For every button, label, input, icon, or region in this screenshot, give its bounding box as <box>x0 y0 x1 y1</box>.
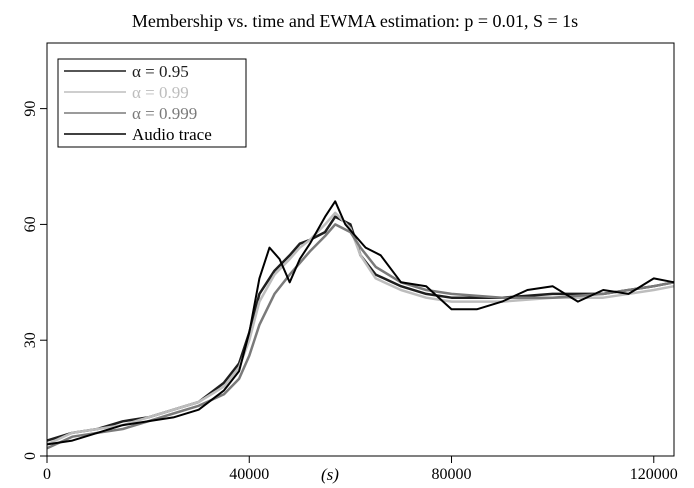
legend: α = 0.95 α = 0.99 α = 0.999 Audio trace <box>57 58 247 148</box>
y-tick-label: 90 <box>22 101 39 117</box>
series-layer <box>46 200 675 450</box>
y-tick-label: 0 <box>22 452 39 460</box>
x-tick-label: 0 <box>43 466 51 483</box>
x-axis-label: (s) <box>321 465 339 484</box>
y-tick-label: 30 <box>22 332 39 348</box>
chart-title: Membership vs. time and EWMA estimation:… <box>132 11 578 31</box>
y-axis: 0 30 60 90 <box>22 101 47 460</box>
x-axis: 0 40000 80000 120000 <box>43 456 678 483</box>
series-line-alpha-0-99 <box>46 211 675 446</box>
x-tick-label: 80000 <box>432 466 472 483</box>
legend-label-audio-trace: Audio trace <box>132 125 212 144</box>
series-line-audio-trace <box>46 200 675 446</box>
legend-box <box>57 58 247 148</box>
series-line-alpha-0-999 <box>46 223 675 450</box>
series-line-alpha-0-95 <box>46 215 675 442</box>
y-tick-label: 60 <box>22 216 39 232</box>
legend-label-alpha-0-95: α = 0.95 <box>132 62 189 81</box>
x-tick-label: 120000 <box>630 466 678 483</box>
legend-label-alpha-0-999: α = 0.999 <box>132 104 197 123</box>
plot-frame <box>46 42 675 457</box>
x-tick-label: 40000 <box>229 466 269 483</box>
legend-label-alpha-0-99: α = 0.99 <box>132 83 189 102</box>
